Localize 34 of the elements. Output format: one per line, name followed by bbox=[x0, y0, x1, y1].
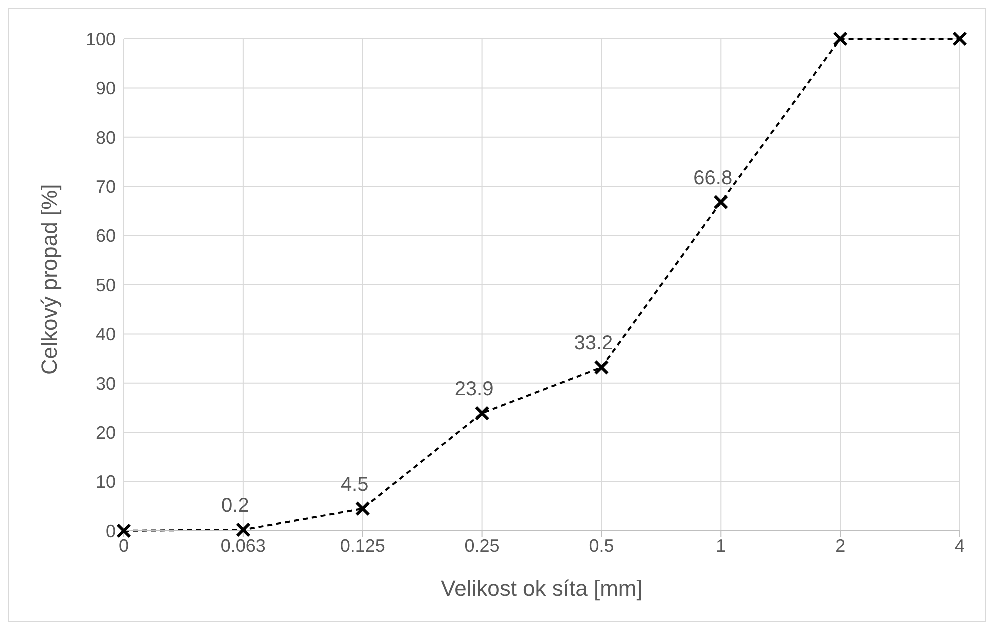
x-tick-label: 4 bbox=[954, 536, 966, 556]
x-tick-label: 0.063 bbox=[220, 536, 266, 556]
x-tick-label: 0.25 bbox=[464, 536, 500, 556]
point bbox=[833, 32, 848, 46]
y-tick-label: 10 bbox=[96, 472, 116, 492]
data-label: 33.2 bbox=[574, 332, 614, 355]
y-tick-label: 40 bbox=[96, 324, 116, 345]
point bbox=[952, 32, 968, 46]
data-label: 0.2 bbox=[222, 495, 250, 518]
data-label: 66.8 bbox=[694, 167, 733, 190]
point bbox=[474, 406, 490, 421]
data-label: 4.5 bbox=[340, 474, 369, 496]
y-tick-label: 80 bbox=[96, 128, 116, 148]
y-tick-label: 0 bbox=[106, 521, 116, 542]
x-tick-label: 0.5 bbox=[589, 536, 614, 556]
y-tick-label: 100 bbox=[86, 29, 116, 50]
point bbox=[116, 524, 132, 538]
x-tick-label: 0 bbox=[118, 536, 130, 556]
y-axis-title: Celkový propad [%] bbox=[36, 184, 62, 375]
y-tick-label: 20 bbox=[96, 422, 116, 443]
y-tick-label: 90 bbox=[96, 78, 116, 99]
y-tick-label: 70 bbox=[96, 176, 116, 197]
data-label: 23.9 bbox=[454, 378, 494, 400]
y-tick-label: 30 bbox=[96, 374, 116, 394]
point bbox=[236, 522, 251, 538]
point bbox=[355, 501, 370, 516]
x-tick-label: 2 bbox=[836, 536, 846, 556]
y-tick-label: 50 bbox=[96, 275, 116, 296]
x-tick-label: 1 bbox=[716, 536, 726, 556]
x-axis-title: Velikost ok síta [mm] bbox=[441, 576, 643, 601]
point bbox=[594, 360, 610, 376]
x-tick-label: 0.125 bbox=[340, 536, 386, 556]
point bbox=[714, 194, 729, 210]
y-tick-label: 60 bbox=[96, 226, 116, 246]
